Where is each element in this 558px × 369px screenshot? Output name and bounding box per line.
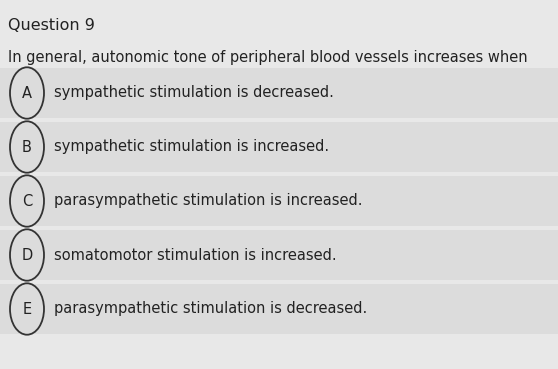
FancyBboxPatch shape <box>0 230 558 280</box>
FancyBboxPatch shape <box>0 68 558 118</box>
Ellipse shape <box>10 67 44 119</box>
Ellipse shape <box>10 121 44 173</box>
FancyBboxPatch shape <box>0 176 558 226</box>
Text: sympathetic stimulation is increased.: sympathetic stimulation is increased. <box>54 139 329 155</box>
Ellipse shape <box>10 283 44 335</box>
FancyBboxPatch shape <box>0 122 558 172</box>
Text: In general, autonomic tone of peripheral blood vessels increases when: In general, autonomic tone of peripheral… <box>8 50 528 65</box>
FancyBboxPatch shape <box>0 284 558 334</box>
Ellipse shape <box>10 175 44 227</box>
Text: parasympathetic stimulation is increased.: parasympathetic stimulation is increased… <box>54 193 363 208</box>
Text: somatomotor stimulation is increased.: somatomotor stimulation is increased. <box>54 248 336 262</box>
Text: A: A <box>22 86 32 100</box>
Text: sympathetic stimulation is decreased.: sympathetic stimulation is decreased. <box>54 86 334 100</box>
Text: B: B <box>22 139 32 155</box>
Text: C: C <box>22 193 32 208</box>
Ellipse shape <box>10 229 44 281</box>
Text: D: D <box>21 248 32 262</box>
Text: Question 9: Question 9 <box>8 18 95 33</box>
Text: E: E <box>22 301 32 317</box>
Text: parasympathetic stimulation is decreased.: parasympathetic stimulation is decreased… <box>54 301 367 317</box>
